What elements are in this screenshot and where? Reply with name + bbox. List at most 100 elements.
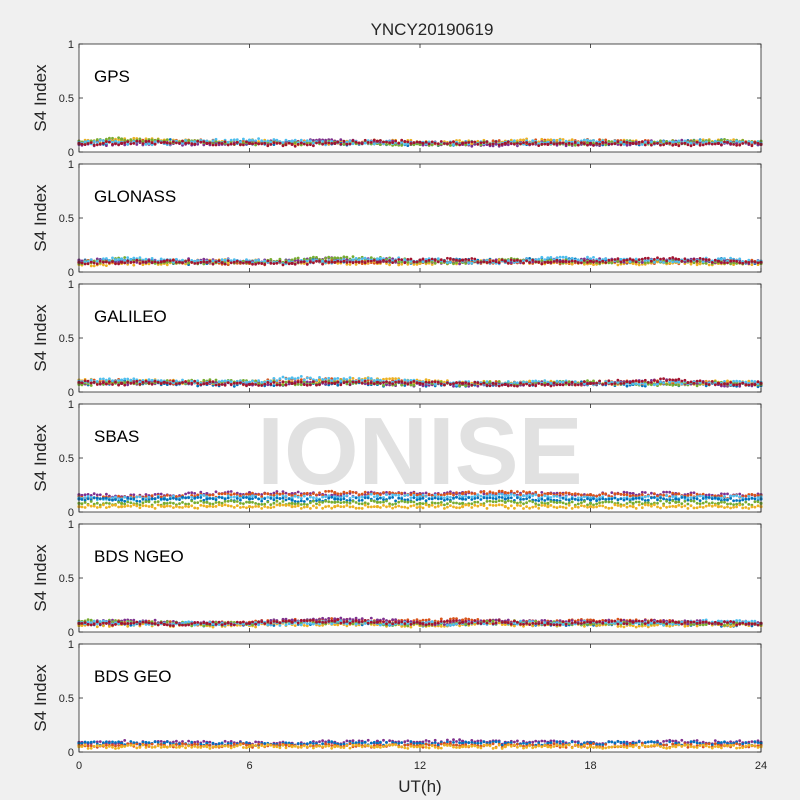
data-point: [732, 383, 735, 387]
data-point: [549, 260, 553, 264]
data-point: [573, 140, 577, 144]
data-point: [625, 141, 629, 144]
data-point: [232, 138, 236, 142]
data-point: [534, 260, 538, 264]
data-point: [214, 260, 218, 264]
data-point: [187, 261, 191, 265]
data-point: [403, 258, 407, 262]
data-point: [595, 259, 598, 263]
data-point: [83, 262, 87, 266]
data-point: [494, 142, 498, 146]
data-point: [305, 376, 309, 380]
data-point: [738, 140, 742, 144]
data-point: [643, 382, 647, 386]
data-point: [156, 380, 160, 384]
data-point: [455, 142, 458, 146]
data-point: [449, 141, 452, 145]
data-point: [95, 138, 99, 141]
data-point: [643, 261, 647, 265]
data-point: [400, 140, 404, 144]
data-point: [382, 140, 385, 144]
data-point: [449, 257, 452, 260]
data-point: [692, 143, 696, 147]
data-point: [689, 144, 693, 148]
data-point: [168, 382, 172, 385]
data-point: [747, 383, 751, 387]
data-point: [619, 257, 623, 261]
data-point: [668, 141, 672, 145]
data-point: [111, 142, 114, 146]
data-point: [738, 143, 742, 147]
data-point: [446, 142, 449, 146]
data-point: [126, 381, 130, 384]
data-point: [126, 256, 130, 259]
data-point: [677, 139, 681, 143]
data-point: [476, 384, 480, 388]
data-point: [305, 383, 309, 387]
data-point: [458, 259, 461, 263]
data-point: [132, 263, 136, 267]
data-point: [671, 140, 675, 144]
data-point: [111, 136, 114, 140]
data-point: [513, 259, 516, 262]
data-point: [266, 144, 270, 148]
data-point: [135, 139, 139, 143]
data-point: [668, 257, 672, 260]
data-point: [570, 380, 574, 384]
data-point: [123, 381, 127, 385]
data-point: [430, 380, 434, 384]
data-point: [707, 142, 711, 145]
data-point: [464, 381, 468, 384]
data-point: [741, 261, 745, 265]
data-point: [382, 381, 385, 384]
data-point: [467, 141, 471, 144]
data-point: [464, 258, 468, 261]
data-point: [592, 256, 595, 259]
data-point: [476, 142, 480, 146]
data-point: [321, 140, 324, 143]
data-point: [610, 382, 614, 386]
data-point: [586, 138, 589, 142]
data-point: [330, 260, 334, 264]
data-point: [573, 259, 577, 263]
y-axis-label: S4 Index: [31, 304, 50, 372]
data-point: [375, 380, 379, 384]
data-point: [324, 138, 327, 142]
data-point: [397, 258, 401, 261]
data-point: [409, 260, 413, 263]
data-point: [452, 384, 455, 388]
data-point: [443, 142, 446, 145]
data-point: [677, 383, 681, 387]
data-point: [570, 256, 574, 260]
data-point: [710, 380, 714, 383]
data-point: [102, 257, 105, 261]
data-point: [470, 383, 474, 387]
data-point: [369, 141, 373, 144]
data-point: [720, 138, 723, 142]
data-point: [226, 381, 230, 384]
data-point: [138, 139, 142, 143]
data-point: [506, 384, 510, 388]
data-point: [86, 142, 90, 145]
data-point: [400, 380, 404, 384]
data-point: [549, 256, 553, 259]
data-point: [123, 383, 127, 387]
data-point: [726, 382, 729, 386]
data-point: [689, 141, 693, 145]
data-point: [607, 261, 611, 265]
data-point: [716, 381, 721, 385]
data-point: [488, 380, 492, 384]
data-point: [610, 142, 614, 146]
data-point: [348, 260, 352, 264]
data-point: [315, 383, 318, 387]
data-point: [98, 377, 102, 381]
data-point: [592, 143, 595, 147]
data-point: [385, 380, 388, 383]
data-point: [379, 260, 382, 264]
data-point: [312, 138, 315, 142]
data-point: [257, 379, 260, 383]
data-point: [695, 140, 699, 144]
data-point: [488, 260, 492, 264]
data-point: [239, 260, 242, 264]
data-point: [333, 256, 337, 260]
